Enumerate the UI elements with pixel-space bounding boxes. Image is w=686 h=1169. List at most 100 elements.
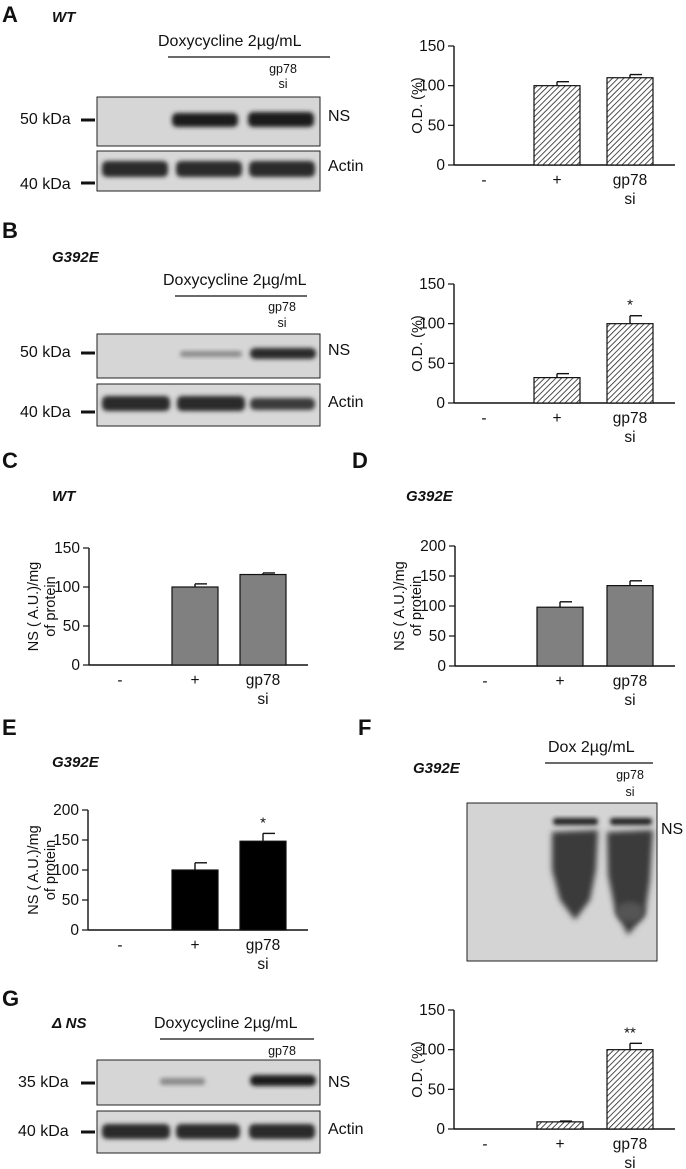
x-tick-label: gp78 (613, 673, 647, 690)
x-tick-label: si (257, 691, 268, 708)
y-tick-label: 200 (420, 538, 446, 555)
sirna-label-line1: gp78 (268, 300, 296, 314)
x-tick-label: gp78 (613, 410, 647, 427)
marker-top: 35 kDa (18, 1074, 69, 1091)
marker-top: 50 kDa (20, 344, 71, 361)
panel-title: G392E (52, 754, 100, 771)
western-blot-ns (96, 1059, 321, 1106)
chart-d: 0 50 100 150 200 NS ( A.U.)/mgof protein - + gp7… (392, 538, 675, 709)
bar (171, 869, 219, 931)
chart-e: 0 50 100 150 200 NS ( A.U.)/mgof protein - + * gp… (26, 802, 308, 973)
sirna-label-line2: si (278, 77, 287, 91)
y-tick-label: 100 (54, 579, 80, 596)
y-tick-label: 200 (53, 802, 79, 819)
western-blot-ns (96, 96, 321, 147)
marker-bottom: 40 kDa (20, 404, 71, 421)
y-tick-label: 50 (63, 618, 81, 635)
panel-letter: A (2, 2, 18, 27)
y-tick-label: 0 (436, 395, 445, 412)
panel-title: G392E (413, 760, 461, 777)
y-tick-label: 0 (70, 922, 79, 939)
significance-marker: ** (624, 1024, 636, 1041)
x-tick-label: si (624, 191, 635, 208)
y-tick-label: 150 (420, 568, 446, 585)
bar (606, 323, 654, 404)
treatment-label: Doxycycline 2µg/mL (154, 1015, 298, 1032)
sirna-label-line1: gp78 (268, 1044, 296, 1058)
panel-f: F G392E Dox 2µg/mL gp78 si NS (358, 715, 683, 962)
y-axis-label: NS ( A.U.)/mgof protein (392, 561, 425, 650)
bar (606, 1049, 654, 1130)
bar (171, 586, 219, 666)
y-tick-label: 150 (419, 38, 445, 55)
y-tick-label: 50 (62, 892, 80, 909)
bar (533, 85, 581, 166)
sirna-label-line1: gp78 (269, 62, 297, 76)
x-tick-label: si (624, 692, 635, 709)
western-blot-actin (96, 150, 321, 192)
x-tick-label: - (482, 673, 487, 690)
x-tick-label: si (257, 956, 268, 973)
y-axis-label: O.D. (%) (410, 315, 426, 371)
treatment-label: Dox 2µg/mL (548, 739, 635, 756)
bar (536, 606, 584, 667)
x-tick-label: + (552, 172, 561, 189)
chart-g: 0 50 100 150 O.D. (%) - + ** gp78 si (410, 1002, 675, 1169)
x-tick-label: + (555, 1136, 564, 1153)
panel-b: B G392E Doxycycline 2µg/mL gp78 si 50 kD… (2, 218, 364, 427)
x-tick-label: + (555, 673, 564, 690)
sirna-label-line2: si (625, 785, 634, 799)
y-tick-label: 50 (428, 117, 446, 134)
bar (536, 1121, 584, 1130)
panel-a: A WT Doxycycline 2µg/mL gp78 si 50 kDa 4… (2, 2, 364, 193)
marker-top: 50 kDa (20, 111, 71, 128)
western-blot-ns-long-exposure (466, 802, 658, 962)
marker-bottom: 40 kDa (18, 1123, 69, 1140)
x-tick-label: gp78 (246, 672, 280, 689)
y-tick-label: 0 (437, 658, 446, 675)
bar (239, 573, 287, 666)
western-blot-ns (96, 333, 321, 379)
y-tick-label: 150 (419, 1002, 445, 1019)
x-tick-label: gp78 (246, 937, 280, 954)
y-tick-label: 100 (419, 1042, 445, 1059)
y-tick-label: 100 (420, 598, 446, 615)
panel-g: G Δ NS Doxycycline 2µg/mL gp78 si 35 kDa… (2, 986, 364, 1154)
x-tick-label: + (190, 937, 199, 954)
panel-title: G392E (406, 488, 454, 505)
x-tick-label: si (624, 429, 635, 446)
y-tick-label: 100 (419, 78, 445, 95)
x-tick-label: + (552, 410, 561, 427)
chart-c: 0 50 100 150 NS ( A.U.)/mgof protein - + gp78 si (26, 540, 308, 708)
x-tick-label: - (481, 172, 486, 189)
y-tick-label: 150 (54, 540, 80, 557)
bar (533, 377, 581, 404)
x-tick-label: gp78 (613, 1136, 647, 1153)
y-axis-label: O.D. (%) (410, 1041, 426, 1097)
y-tick-label: 150 (53, 832, 79, 849)
y-tick-label: 50 (428, 355, 446, 372)
panel-letter: D (352, 448, 368, 473)
panel-title: WT (52, 9, 77, 26)
panel-title: G392E (52, 249, 100, 266)
y-axis-label: NS ( A.U.)/mgof protein (26, 562, 59, 651)
significance-marker: * (260, 814, 266, 831)
y-tick-label: 50 (428, 1081, 446, 1098)
bar (239, 840, 287, 931)
sirna-label-line2: si (277, 316, 286, 330)
treatment-label: Doxycycline 2µg/mL (163, 272, 307, 289)
bar (606, 584, 654, 667)
band-label: NS (328, 1074, 350, 1091)
treatment-label: Doxycycline 2µg/mL (158, 33, 302, 50)
significance-marker: * (627, 297, 633, 314)
band-label: NS (328, 342, 350, 359)
panel-title: WT (52, 488, 77, 505)
x-tick-label: - (481, 410, 486, 427)
panel-letter: G (2, 986, 19, 1011)
band-label: Actin (328, 158, 364, 175)
y-axis-label: O.D. (%) (410, 77, 426, 133)
panel-title: Δ NS (51, 1015, 87, 1032)
western-blot-actin (96, 1110, 321, 1154)
y-tick-label: 0 (436, 1121, 445, 1138)
